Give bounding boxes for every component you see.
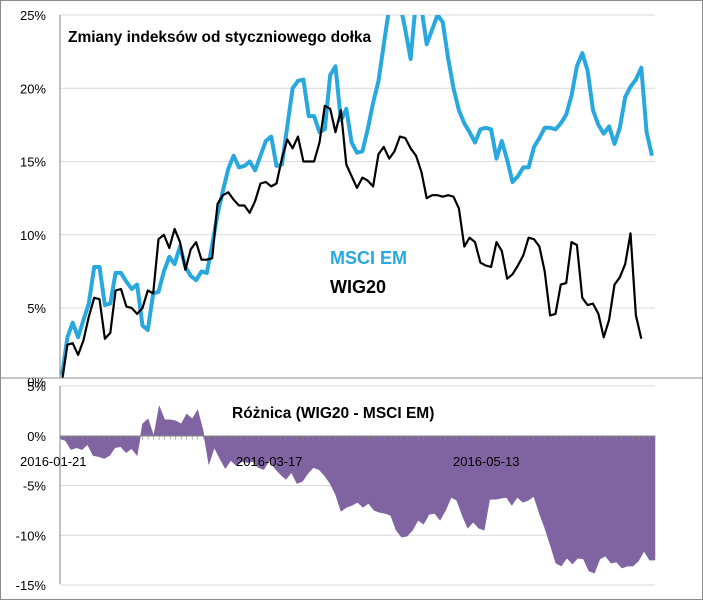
legend-wig20: WIG20 [330, 277, 386, 297]
date-label-1: 2016-01-21 [20, 454, 87, 469]
bottom-area-series [59, 404, 656, 574]
top-y-tick-label: 25% [20, 8, 46, 23]
bottom-y-tick-label: -5% [23, 479, 47, 494]
bottom-y-tick-label: 0% [27, 429, 46, 444]
legend-msci-em: MSCI EM [330, 248, 407, 268]
date-label-2: 2016-03-17 [236, 454, 303, 469]
top-chart-title: Zmiany indeksów od styczniowego dołka [68, 29, 372, 46]
top-y-tick-label: 5% [27, 301, 46, 316]
bottom-y-tick-label: 5% [27, 379, 46, 394]
difference-area [59, 404, 656, 574]
bottom-chart-title: Różnica (WIG20 - MSCI EM) [232, 405, 434, 422]
wig20-line [61, 104, 643, 378]
bottom-y-tick-label: -10% [16, 528, 47, 543]
top-y-tick-label: 20% [20, 81, 46, 96]
date-label-3: 2016-05-13 [453, 454, 520, 469]
top-series-lines [60, 15, 654, 378]
msci-em-line [60, 15, 654, 376]
bottom-y-tick-label: -15% [16, 578, 47, 593]
bottom-panel: -15% -10% -5% 0% 5% Różnica (WIG20 - MSCI EM… [16, 379, 656, 593]
bottom-x-ticks [59, 435, 656, 440]
top-y-tick-label: 15% [20, 155, 46, 170]
bottom-y-tick-labels: -15% -10% -5% 0% 5% [16, 379, 47, 593]
top-y-tick-label: 10% [20, 228, 46, 243]
